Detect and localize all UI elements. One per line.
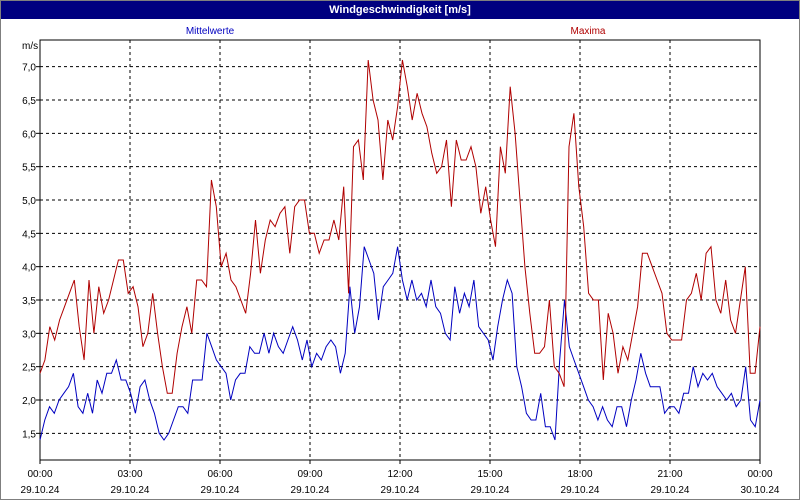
chart-title: Windgeschwindigkeit [m/s]: [1, 1, 799, 19]
legend-mittelwerte: Mittelwerte: [186, 26, 235, 37]
x-tick-date: 29.10.24: [381, 485, 420, 496]
y-tick-label: 6,5: [22, 96, 36, 107]
y-axis-ticks: 1,5 2,0 2,5 3,0 3,5 4,0 4,5 5,0 5,5 6,0 6,5 7,0: [22, 63, 40, 440]
x-tick-time: 03:00: [117, 469, 142, 480]
y-tick-label: 1,5: [22, 429, 36, 440]
grid-lines: [40, 40, 760, 460]
y-tick-label: 2,0: [22, 396, 36, 407]
x-axis-ticks: 00:00 29.10.24 03:00 29.10.24 06:00 29.10.24 0…: [21, 460, 780, 496]
x-tick-date: 29.10.24: [651, 485, 690, 496]
y-tick-label: 5,5: [22, 163, 36, 174]
x-tick-time: 21:00: [657, 469, 682, 480]
y-tick-label: 2,5: [22, 363, 36, 374]
y-tick-label: 5,0: [22, 196, 36, 207]
x-tick-time: 00:00: [27, 469, 52, 480]
series-line-mittelwerte: [39, 246, 761, 441]
x-tick-time: 18:00: [567, 469, 592, 480]
x-tick-date: 30.10.24: [741, 485, 780, 496]
legend-maxima: Maxima: [570, 26, 605, 37]
y-tick-label: 3,0: [22, 329, 36, 340]
x-tick-time: 06:00: [207, 469, 232, 480]
x-tick-time: 09:00: [297, 469, 322, 480]
y-tick-label: 3,5: [22, 296, 36, 307]
series-line-maxima: [39, 59, 761, 394]
x-tick-time: 15:00: [477, 469, 502, 480]
y-axis-label: m/s: [22, 41, 38, 52]
x-tick-date: 29.10.24: [291, 485, 330, 496]
x-tick-time: 00:00: [747, 469, 772, 480]
x-tick-date: 29.10.24: [201, 485, 240, 496]
y-tick-label: 4,5: [22, 229, 36, 240]
y-tick-label: 7,0: [22, 63, 36, 74]
x-tick-time: 12:00: [387, 469, 412, 480]
y-tick-label: 4,0: [22, 263, 36, 274]
x-tick-date: 29.10.24: [561, 485, 600, 496]
series-lines: [39, 59, 761, 441]
x-tick-date: 29.10.24: [471, 485, 510, 496]
x-tick-date: 29.10.24: [111, 485, 150, 496]
x-tick-date: 29.10.24: [21, 485, 60, 496]
y-tick-label: 6,0: [22, 129, 36, 140]
